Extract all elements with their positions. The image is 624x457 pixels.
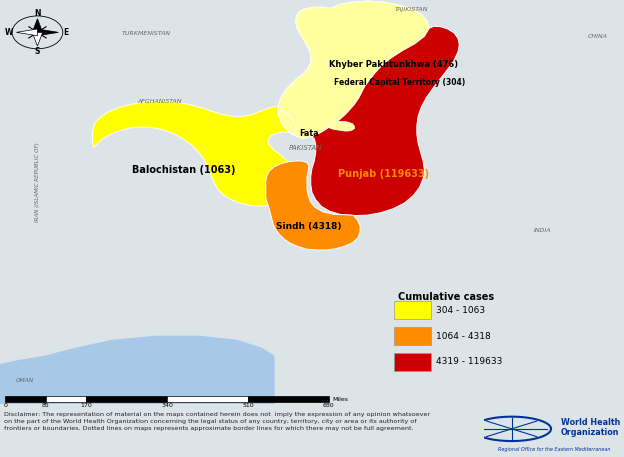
Text: Balochistan (1063): Balochistan (1063) [132,165,236,175]
Text: OMAN: OMAN [16,377,34,383]
Text: CHINA: CHINA [588,34,608,39]
Polygon shape [16,29,37,36]
Text: Sindh (4318): Sindh (4318) [276,222,341,231]
Text: Federal Capital Territory (304): Federal Capital Territory (304) [334,79,465,87]
Text: Disclaimer: The representation of material on the maps contained herein does not: Disclaimer: The representation of materi… [4,412,430,431]
Polygon shape [311,27,459,216]
Polygon shape [37,29,59,36]
Text: Fata: Fata [299,129,319,138]
Text: 340: 340 [161,403,173,408]
Polygon shape [0,336,275,404]
Text: TAJIKISTAN: TAJIKISTAN [395,7,429,12]
Text: PAKISTAN: PAKISTAN [289,144,323,151]
Text: 85: 85 [42,403,50,408]
Text: 170: 170 [80,403,92,408]
Text: N: N [34,9,41,18]
Bar [167,397,248,402]
Text: 510: 510 [242,403,254,408]
Text: Regional Office for the Eastern Mediterranean: Regional Office for the Eastern Mediterr… [497,447,610,452]
Text: TURKMENISTAN: TURKMENISTAN [122,31,171,36]
Polygon shape [266,161,360,250]
Text: S: S [35,47,40,56]
Bar [394,353,431,371]
Bar [394,301,431,319]
Text: World Health: World Health [561,418,620,427]
Text: Cumulative cases: Cumulative cases [397,292,494,303]
Text: IRAN (ISLAMIC REPUBLIC OF): IRAN (ISLAMIC REPUBLIC OF) [35,142,40,222]
Text: 680: 680 [323,403,334,408]
Bar [6,397,46,402]
Text: 304 - 1063: 304 - 1063 [436,306,485,315]
Text: Punjab (119633): Punjab (119633) [338,169,429,179]
Bar [46,397,86,402]
Polygon shape [32,32,42,46]
Text: E: E [64,28,69,37]
Text: 1064 - 4318: 1064 - 4318 [436,331,490,340]
Polygon shape [92,101,296,206]
Text: Khyber Pakhtunkhwa (476): Khyber Pakhtunkhwa (476) [329,60,457,69]
Text: AFGHANISTAN: AFGHANISTAN [137,99,182,104]
Bar [86,397,167,402]
Bar [394,327,431,345]
Polygon shape [32,19,42,32]
Text: W: W [4,28,13,37]
Text: 4319 - 119633: 4319 - 119633 [436,357,502,367]
Polygon shape [278,110,295,134]
Text: 0: 0 [4,403,7,408]
Text: Organization: Organization [561,428,619,437]
Text: INDIA: INDIA [534,228,552,233]
Polygon shape [278,1,429,139]
Bar [248,397,329,402]
Polygon shape [328,122,354,131]
Text: Miles: Miles [333,397,349,402]
